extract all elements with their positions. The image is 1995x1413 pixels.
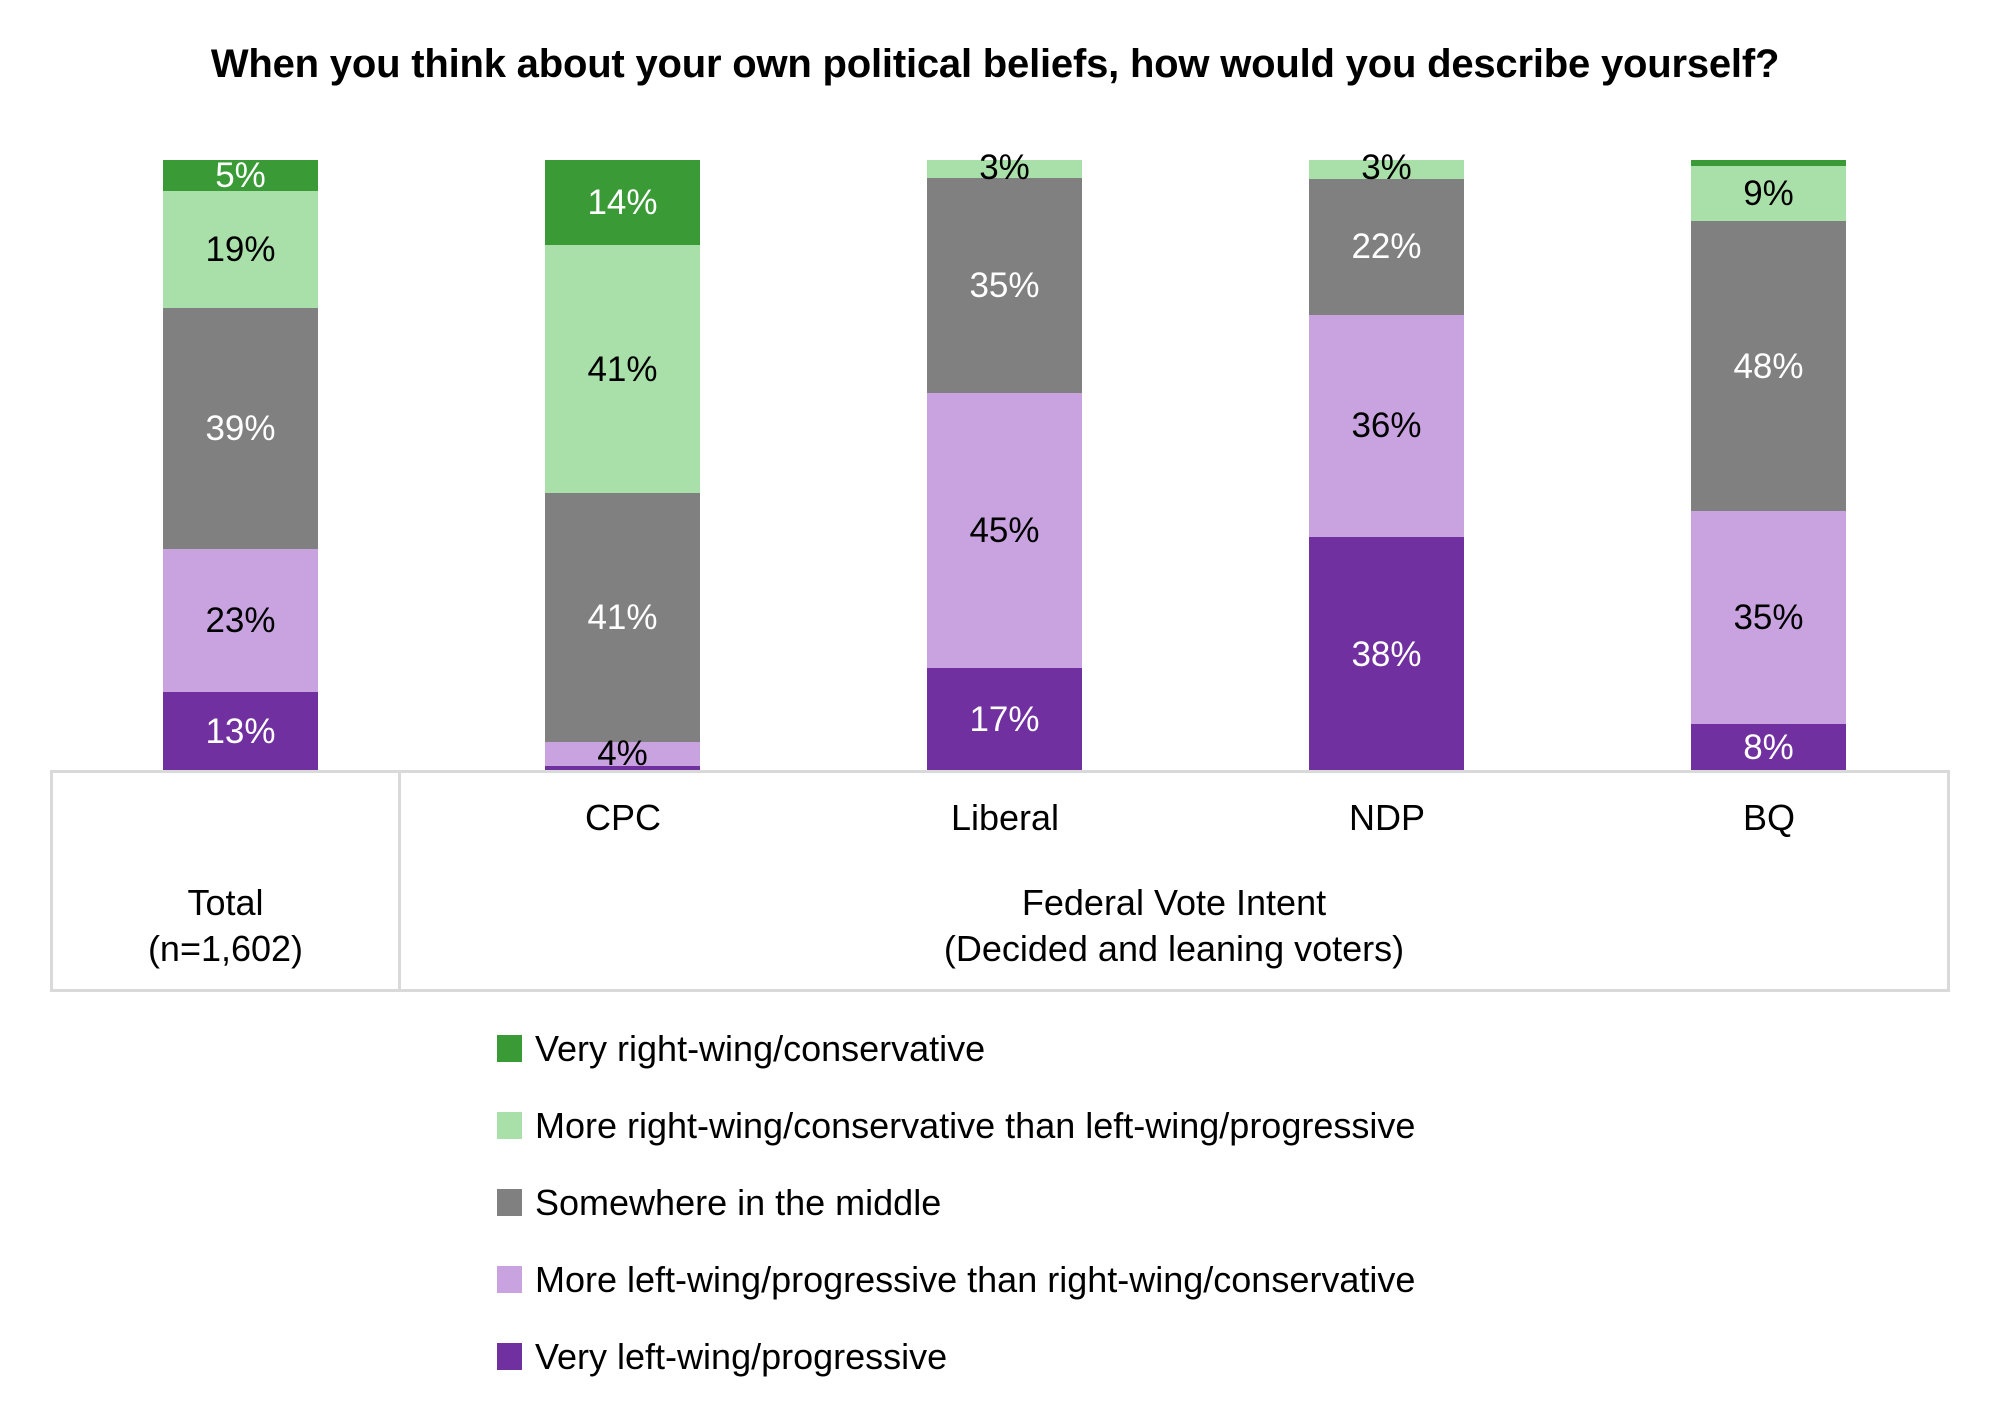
bar-segment-value-label: 35% [969, 265, 1040, 305]
legend-item[interactable]: Somewhere in the middle [497, 1172, 1597, 1233]
bar-segment-value-label: 38% [1351, 635, 1422, 675]
bar-segment[interactable]: 5% [163, 155, 318, 195]
bar-segment[interactable] [1691, 160, 1846, 167]
bar-segment-value-label: 19% [205, 230, 276, 270]
chart-legend: Very right-wing/conservative More right-w… [497, 1018, 1597, 1403]
bar-segment-value-label: 36% [1351, 406, 1422, 446]
legend-item-label: Very right-wing/conservative [535, 1027, 986, 1069]
bar-segment-value-label: 8% [1743, 728, 1794, 768]
bar-segment[interactable]: 22% [1309, 178, 1464, 315]
axis-group-divider [398, 770, 401, 992]
bar-segment-value-label: 9% [1743, 173, 1794, 213]
bar-segment[interactable]: 8% [1691, 723, 1846, 772]
bar-segment[interactable]: 45% [927, 392, 1082, 668]
bar-segment-value-label: 22% [1351, 227, 1422, 267]
tick-label-liberal: Liberal [950, 797, 1060, 838]
bar-segment[interactable]: 48% [1691, 220, 1846, 512]
tick-label-bq: BQ [1742, 797, 1795, 838]
legend-item-label: Somewhere in the middle [535, 1181, 942, 1223]
bar-segment[interactable]: 41% [545, 493, 700, 742]
legend-item[interactable]: More left-wing/progressive than right-wi… [497, 1249, 1597, 1310]
bar-segment-value-label: 3% [1361, 148, 1412, 188]
legend-item-label: Very left-wing/progressive [535, 1335, 948, 1377]
bar-segment[interactable]: 39% [163, 308, 318, 550]
legend-item-label: More left-wing/progressive than right-wi… [535, 1258, 1416, 1300]
bar-stack: 5% 19% 39% 23% 13% [163, 155, 318, 772]
legend-swatch-icon [497, 1266, 522, 1293]
bar-segment-value-label: 3% [979, 148, 1030, 188]
bar-segment[interactable]: 19% [163, 190, 318, 309]
bar-group-bq: 9% 48% 35% 8% [1691, 160, 1846, 772]
total-group-label-line2: (n=1,602) [147, 928, 304, 970]
bar-segment[interactable]: 14% [545, 160, 700, 245]
bar-segment[interactable]: 3% [1309, 150, 1464, 185]
total-group-label: Total (n=1,602) [53, 880, 398, 972]
bar-segment-value-label: 39% [205, 409, 276, 449]
chart-plot-area: 5% 19% 39% 23% 13% 14% 41% 41% 4% 3% 35% 45% 17% 3% 22… [0, 150, 1995, 772]
bar-stack: 14% 41% 41% 4% [545, 160, 700, 772]
total-group-label-line1: Total [187, 882, 264, 923]
legend-swatch-icon [497, 1189, 522, 1216]
bar-segment[interactable]: 17% [927, 667, 1082, 772]
bar-segment-value-label: 41% [587, 349, 658, 389]
legend-swatch-icon [497, 1112, 522, 1139]
bar-segment-value-label: 4% [597, 734, 648, 774]
bar-segment-value-label: 13% [205, 712, 276, 752]
bar-segment[interactable]: 35% [927, 178, 1082, 393]
bar-segment[interactable]: 4% [545, 736, 700, 771]
bar-stack: 9% 48% 35% 8% [1691, 160, 1846, 772]
bar-group-ndp: 3% 22% 36% 38% [1309, 150, 1464, 772]
page-title: When you think about your own political … [210, 42, 1780, 86]
legend-item[interactable]: Very right-wing/conservative [497, 1018, 1597, 1079]
bar-segment[interactable]: 36% [1309, 314, 1464, 538]
bar-segment-value-label: 17% [969, 700, 1040, 740]
bar-segment-value-label: 48% [1733, 346, 1804, 386]
bar-segment-value-label: 23% [205, 601, 276, 641]
axis-frame [50, 770, 1950, 992]
bar-segment[interactable]: 35% [1691, 511, 1846, 724]
bar-segment[interactable]: 9% [1691, 166, 1846, 221]
bar-segment-value-label: 35% [1733, 597, 1804, 637]
bar-group-total: 5% 19% 39% 23% 13% [163, 155, 318, 772]
bar-segment[interactable] [545, 765, 700, 772]
legend-swatch-icon [497, 1035, 522, 1062]
bar-stack: 3% 35% 45% 17% [927, 150, 1082, 772]
legend-swatch-icon [497, 1343, 522, 1370]
bar-segment[interactable]: 23% [163, 549, 318, 692]
legend-item[interactable]: Very left-wing/progressive [497, 1326, 1597, 1387]
bar-segment[interactable]: 38% [1309, 537, 1464, 772]
federal-vote-intent-label-line2: (Decided and leaning voters) [943, 928, 1405, 970]
legend-item[interactable]: More right-wing/conservative than left-w… [497, 1095, 1597, 1156]
legend-item-label: More right-wing/conservative than left-w… [535, 1104, 1416, 1146]
bar-segment-value-label: 45% [969, 510, 1040, 550]
federal-vote-intent-label-line1: Federal Vote Intent [1021, 882, 1327, 923]
federal-vote-intent-group-label: Federal Vote Intent (Decided and leaning… [401, 880, 1947, 972]
bar-segment[interactable]: 3% [927, 150, 1082, 185]
tick-label-ndp: NDP [1348, 797, 1425, 838]
bar-group-cpc: 14% 41% 41% 4% [545, 160, 700, 772]
bar-segment-value-label: 14% [587, 182, 658, 222]
bar-segment[interactable]: 41% [545, 244, 700, 494]
bar-segment-value-label: 41% [587, 598, 658, 637]
tick-label-cpc: CPC [584, 797, 661, 838]
bar-segment[interactable]: 13% [163, 691, 318, 772]
bar-segment-value-label: 5% [215, 155, 266, 195]
bar-stack: 3% 22% 36% 38% [1309, 150, 1464, 772]
bar-group-liberal: 3% 35% 45% 17% [927, 150, 1082, 772]
